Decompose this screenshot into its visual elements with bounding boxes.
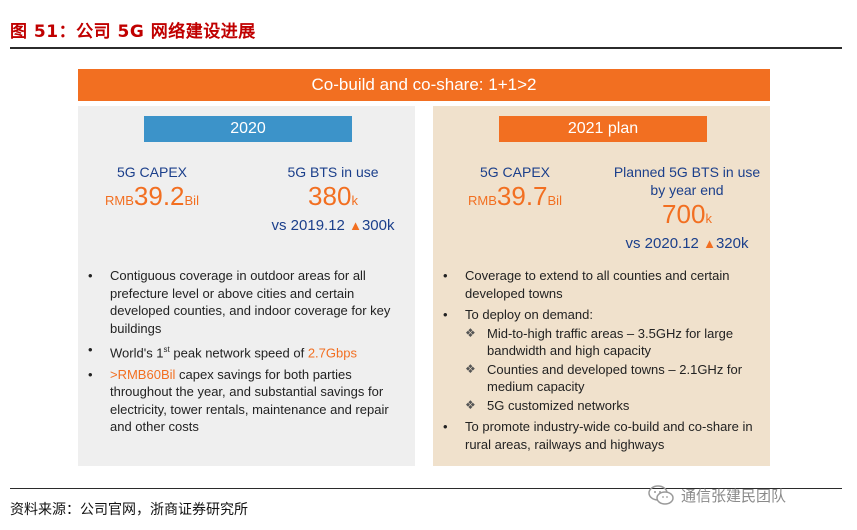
bullet-icon: • (88, 366, 93, 382)
capex-label: 5G CAPEX (116, 164, 188, 180)
bts-compare: vs 2020.12 ▲320k (625, 235, 749, 252)
bts-2021: Planned 5G BTS in use by year end 700k v… (607, 163, 767, 254)
capex-value: RMB39.7Bil (468, 181, 562, 211)
bts-label: 5G BTS in use (287, 164, 379, 180)
bullet-icon: • (443, 419, 448, 434)
diamond-bullet-icon: ❖ (465, 397, 476, 412)
capex-2021: 5G CAPEX RMB39.7Bil (455, 163, 575, 216)
figure-title: 图 51：公司 5G 网络建设进展 (10, 22, 256, 42)
year-label-2021: 2021 plan (499, 116, 707, 142)
wechat-icon (648, 485, 674, 505)
diamond-bullet-icon: ❖ (465, 325, 476, 340)
up-arrow-icon: ▲ (703, 236, 716, 251)
bts-label: Planned 5G BTS in use by year end (613, 164, 761, 198)
bts-2020: 5G BTS in use 380k vs 2019.12 ▲300k (258, 163, 408, 236)
year-label-2020: 2020 (144, 116, 352, 142)
source-note: 资料来源：公司官网，浙商证券研究所 (10, 502, 248, 518)
bullet-list-2021: • Coverage to extend to all counties and… (441, 267, 763, 457)
bullet-icon: • (88, 268, 93, 283)
savings-highlight: >RMB60Bil (110, 366, 176, 382)
speed-highlight: 2.7Gbps (307, 345, 357, 361)
sub-list-item: ❖ 5G customized networks (465, 397, 630, 413)
watermark: 通信张建民团队 (647, 484, 786, 506)
panel-2021-plan: 2021 plan 5G CAPEX RMB39.7Bil Planned 5G… (433, 106, 770, 466)
source-divider (10, 488, 842, 489)
capex-2020: 5G CAPEX RMB39.2Bil (92, 163, 212, 216)
banner: Co-build and co-share: 1+1>2 (78, 69, 770, 101)
list-item: • >RMB60Bil capex savings for both parti… (88, 366, 389, 435)
list-item: • World's 1st peak network speed of 2.7G… (88, 342, 357, 361)
diamond-bullet-icon: ❖ (465, 361, 476, 376)
bullet-list-2020: • Contiguous coverage in outdoor areas f… (86, 267, 408, 440)
panel-2020: 2020 5G CAPEX RMB39.2Bil 5G BTS in use 3… (78, 106, 415, 466)
sub-list-item: ❖ Counties and developed towns – 2.1GHz … (465, 361, 743, 395)
sub-list-item: ❖ Mid-to-high traffic areas – 3.5GHz for… (465, 325, 734, 359)
bullet-icon: • (443, 307, 448, 322)
capex-label: 5G CAPEX (479, 164, 551, 180)
title-divider (10, 47, 842, 49)
list-item: • Coverage to extend to all counties and… (443, 268, 730, 301)
list-item: • Contiguous coverage in outdoor areas f… (88, 268, 391, 336)
list-item: • To promote industry-wide co-build and … (443, 419, 753, 452)
bts-value: 380k (308, 181, 358, 211)
capex-value: RMB39.2Bil (105, 181, 199, 211)
up-arrow-icon: ▲ (349, 218, 362, 233)
bts-value: 700k (662, 199, 712, 229)
bullet-icon: • (443, 268, 448, 283)
bts-compare: vs 2019.12 ▲300k (271, 217, 395, 234)
watermark-text: 通信张建民团队 (681, 486, 787, 505)
bullet-icon: • (88, 342, 93, 357)
list-item: • To deploy on demand: (443, 307, 593, 322)
